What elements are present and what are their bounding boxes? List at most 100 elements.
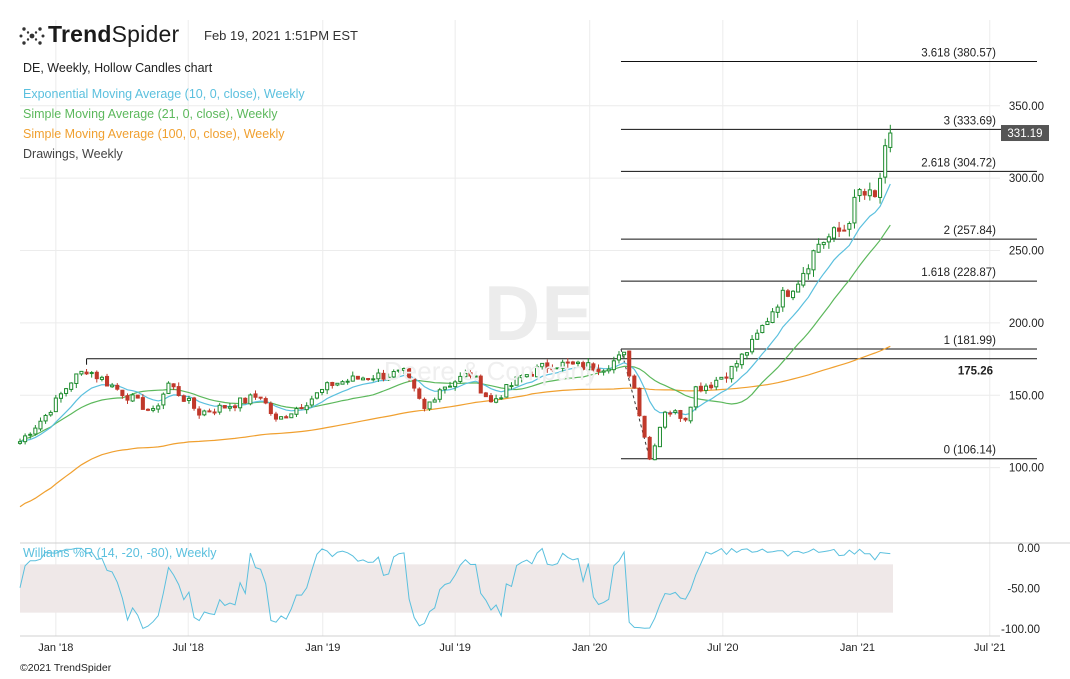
- fib-label: 1 (181.99): [944, 335, 997, 347]
- time-tick-label: Jan '20: [572, 642, 607, 654]
- candle-body: [796, 283, 801, 293]
- last-price-tag: 331.19: [1001, 125, 1049, 142]
- watermark-name: Deere & Company: [384, 356, 598, 386]
- candle-body: [780, 289, 785, 308]
- candle-body: [273, 413, 279, 420]
- fib-label: 3 (333.69): [944, 115, 997, 127]
- candle-body: [801, 272, 806, 286]
- price-tick-label: 350.00: [1009, 101, 1044, 113]
- candle-body: [739, 353, 744, 366]
- copyright: ©2021 TrendSpider: [20, 662, 112, 674]
- candle-body: [227, 406, 232, 409]
- candle-body: [785, 290, 790, 297]
- fib-label: 2 (257.84): [944, 225, 997, 237]
- candle-body: [279, 416, 284, 420]
- candle-body: [197, 408, 202, 416]
- candle-body: [412, 378, 417, 389]
- candle-body: [622, 351, 627, 356]
- legend-sma100[interactable]: Simple Moving Average (100, 0, close), W…: [23, 127, 285, 141]
- candle-body: [299, 407, 304, 410]
- candle-body: [84, 371, 89, 375]
- candle-body: [524, 374, 529, 378]
- candle-body: [268, 402, 273, 415]
- time-tick-label: Jul '21: [974, 642, 1005, 654]
- candle-body: [775, 306, 780, 313]
- candles: [17, 124, 893, 461]
- candle-body: [253, 393, 258, 398]
- candle-body: [355, 375, 360, 380]
- legend-symbol: DE, Weekly, Hollow Candles chart: [23, 61, 213, 75]
- fib-label: 0 (106.14): [944, 445, 997, 457]
- candle-body: [94, 371, 99, 380]
- chart-timestamp: Feb 19, 2021 1:51PM EST: [204, 28, 358, 43]
- candle-body: [304, 405, 309, 411]
- candle-body: [64, 388, 69, 394]
- candle-body: [652, 445, 657, 461]
- legend-williams-r[interactable]: Williams %R (14, -20, -80), Weekly: [23, 546, 217, 560]
- candle-body: [335, 382, 340, 386]
- candle-body: [519, 375, 524, 379]
- candle-body: [145, 408, 151, 411]
- candle-body: [857, 189, 862, 197]
- williams-r-path: [19, 547, 891, 630]
- candle-body: [79, 370, 84, 375]
- candle-body: [151, 408, 156, 411]
- candle-body: [744, 352, 749, 356]
- candle-body: [627, 350, 632, 377]
- candle-body: [401, 368, 406, 371]
- candle-body: [38, 420, 43, 430]
- candle-body: [330, 381, 335, 386]
- candle-body: [596, 368, 601, 372]
- candle-body: [601, 370, 606, 373]
- candle-body: [447, 385, 453, 388]
- brand-name: TrendSpider: [48, 21, 179, 48]
- legend-sma21[interactable]: Simple Moving Average (21, 0, close), We…: [23, 107, 278, 121]
- time-tick-label: Jul '20: [707, 642, 738, 654]
- candle-body: [238, 397, 243, 409]
- price-tick-label: 250.00: [1009, 246, 1044, 258]
- candle-body: [724, 376, 729, 379]
- candle-body: [289, 413, 294, 419]
- candle-body: [340, 381, 345, 385]
- candle-body: [647, 436, 652, 460]
- candle-body: [186, 397, 191, 401]
- time-tick-label: Jul '18: [172, 642, 203, 654]
- candle-body: [765, 321, 770, 326]
- candle-body: [494, 398, 499, 403]
- candle-body: [89, 372, 94, 375]
- candle-body: [698, 385, 703, 392]
- candle-body: [396, 369, 401, 372]
- candle-body: [878, 177, 883, 198]
- candle-body: [847, 223, 852, 230]
- brand-bold: Trend: [48, 21, 112, 47]
- candle-body: [325, 382, 330, 391]
- candle-body: [729, 365, 734, 380]
- candle-body: [192, 397, 197, 409]
- candle-body: [69, 382, 74, 390]
- candle-body: [48, 411, 53, 416]
- candle-body: [422, 398, 427, 409]
- fib-label: 1.618 (228.87): [921, 267, 996, 279]
- candle-body: [23, 435, 28, 443]
- williams-tick-label: -50.00: [1007, 584, 1040, 596]
- fibonacci-levels: 3.618 (380.57) 3 (333.69) 2.618 (304.72) 2 …: [620, 48, 1037, 460]
- candle-body: [750, 338, 755, 353]
- candle-body: [688, 406, 693, 422]
- legend-ema10[interactable]: Exponential Moving Average (10, 0, close…: [23, 87, 305, 101]
- candle-body: [427, 401, 432, 410]
- candle-body: [28, 433, 33, 436]
- candle-body: [770, 311, 775, 324]
- candle-body: [811, 250, 816, 271]
- candle-body: [360, 377, 366, 381]
- legend-drawings[interactable]: Drawings, Weekly: [23, 147, 123, 161]
- candle-body: [473, 375, 478, 378]
- candle-body: [504, 384, 509, 398]
- time-tick-label: Jan '21: [840, 642, 875, 654]
- candle-body: [606, 368, 611, 372]
- candle-body: [320, 388, 325, 394]
- candle-body: [314, 392, 319, 399]
- candle-body: [478, 375, 483, 394]
- candle-body: [755, 332, 760, 340]
- fib-label: 3.618 (380.57): [921, 48, 996, 60]
